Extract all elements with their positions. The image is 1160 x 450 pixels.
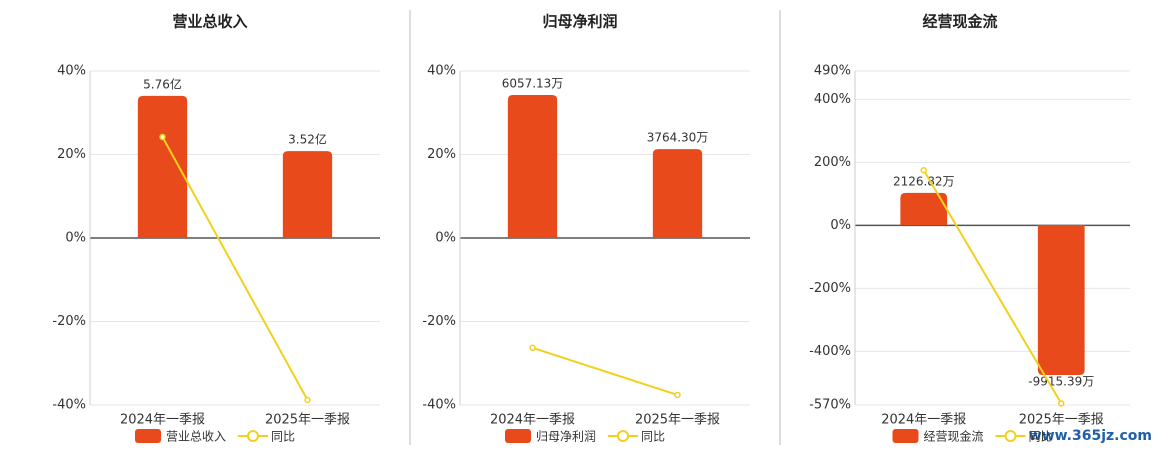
legend-label: 同比 bbox=[641, 430, 665, 444]
legend-swatch bbox=[617, 430, 630, 442]
y-tick-label: 0% bbox=[65, 231, 86, 246]
bar bbox=[652, 149, 703, 238]
legend-swatch bbox=[247, 430, 260, 442]
y-tick-label: 20% bbox=[427, 147, 456, 162]
data-label: -9915.39万 bbox=[1028, 374, 1094, 388]
line-marker bbox=[529, 344, 536, 352]
y-tick-label: 20% bbox=[57, 147, 86, 162]
line-marker bbox=[159, 133, 166, 141]
y-tick-label: -40% bbox=[422, 398, 456, 413]
y-tick-label: -570% bbox=[809, 398, 851, 413]
x-tick-label: 2025年一季报 bbox=[635, 413, 720, 428]
y-tick-label: 400% bbox=[814, 92, 851, 107]
data-label: 5.76亿 bbox=[143, 76, 182, 91]
line-marker bbox=[1058, 400, 1065, 407]
legend-label: 同比 bbox=[271, 430, 295, 444]
legend-label: 营业总收入 bbox=[166, 430, 226, 444]
legend-label: 经营现金流 bbox=[924, 429, 984, 444]
y-tick-label: -20% bbox=[52, 314, 86, 329]
legend-swatch bbox=[135, 429, 161, 443]
x-tick-label: 2025年一季报 bbox=[265, 413, 350, 428]
data-label: 6057.13万 bbox=[502, 77, 564, 91]
y-tick-label: 0% bbox=[830, 218, 851, 233]
line-marker bbox=[920, 167, 927, 174]
x-tick-label: 2025年一季报 bbox=[1019, 413, 1104, 428]
y-tick-label: 0% bbox=[435, 231, 456, 246]
y-tick-label: -400% bbox=[809, 344, 851, 359]
data-label: 2126.82万 bbox=[893, 174, 955, 188]
x-tick-label: 2024年一季报 bbox=[120, 413, 205, 428]
bar bbox=[137, 95, 188, 238]
chart-title: 归母净利润 bbox=[542, 13, 617, 31]
x-tick-label: 2024年一季报 bbox=[490, 413, 575, 428]
y-tick-label: -40% bbox=[52, 398, 86, 413]
chart-title: 营业总收入 bbox=[172, 13, 247, 31]
y-tick-label: 490% bbox=[814, 64, 851, 79]
bar bbox=[507, 95, 558, 239]
x-tick-label: 2024年一季报 bbox=[881, 413, 966, 428]
bar bbox=[282, 151, 333, 238]
y-tick-label: 40% bbox=[427, 64, 456, 79]
y-tick-label: 200% bbox=[814, 155, 851, 170]
watermark: www.365jz.com bbox=[1029, 428, 1152, 444]
data-label: 3764.30万 bbox=[647, 131, 709, 145]
y-tick-label: 40% bbox=[57, 64, 86, 79]
data-label: 3.52亿 bbox=[288, 132, 327, 147]
legend-swatch bbox=[505, 429, 531, 443]
line bbox=[161, 136, 309, 401]
line bbox=[532, 346, 678, 396]
legend-label: 同比 bbox=[1029, 430, 1053, 444]
line-marker bbox=[674, 391, 681, 399]
legend-swatch bbox=[1004, 430, 1017, 442]
legend-swatch bbox=[892, 429, 919, 443]
line bbox=[922, 169, 1063, 404]
y-tick-label: -20% bbox=[422, 314, 456, 329]
legend-label: 归母净利润 bbox=[536, 430, 596, 444]
y-tick-label: -200% bbox=[809, 281, 851, 296]
bar bbox=[1037, 224, 1085, 375]
line-marker bbox=[304, 396, 311, 404]
bar bbox=[900, 192, 948, 225]
chart-title: 经营现金流 bbox=[922, 13, 997, 31]
